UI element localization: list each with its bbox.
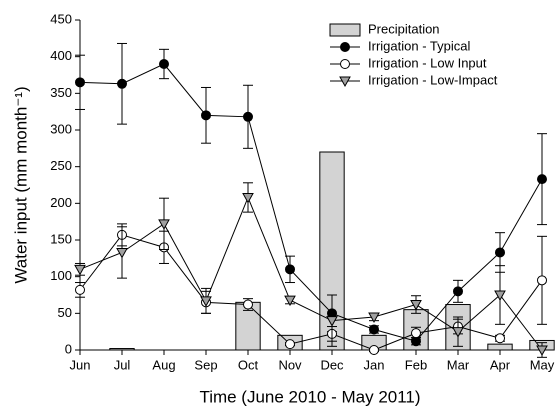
y-axis-title: Water input (mm month⁻¹) — [11, 86, 30, 283]
x-tick-label: Nov — [278, 357, 302, 372]
marker — [117, 78, 127, 89]
legend-label: Irrigation - Typical — [368, 38, 470, 53]
legend-label: Precipitation — [368, 21, 440, 36]
marker — [284, 295, 296, 307]
line — [79, 63, 543, 342]
x-tick-label: Jan — [364, 357, 385, 372]
legend-label: Irrigation - Low-Impact — [368, 72, 498, 87]
marker — [116, 247, 128, 259]
y-tick-label: 200 — [50, 195, 72, 210]
marker — [201, 110, 211, 121]
marker — [411, 328, 421, 339]
marker — [537, 275, 547, 286]
legend-marker — [340, 42, 350, 52]
marker — [326, 316, 338, 327]
marker — [242, 192, 254, 204]
x-tick-label: Oct — [238, 357, 259, 372]
x-tick-label: Jun — [70, 357, 91, 372]
marker — [200, 296, 212, 307]
marker — [243, 111, 253, 122]
marker — [369, 324, 379, 335]
marker — [453, 286, 463, 297]
y-tick-label: 350 — [50, 85, 72, 100]
marker — [74, 264, 86, 276]
marker — [75, 284, 85, 295]
legend-label: Irrigation - Low Input — [368, 55, 487, 70]
marker — [495, 333, 505, 344]
x-tick-label: Feb — [405, 357, 427, 372]
marker — [537, 174, 547, 185]
y-tick-label: 50 — [58, 305, 72, 320]
legend-marker — [340, 59, 350, 69]
marker — [452, 327, 464, 338]
y-tick-label: 300 — [50, 121, 72, 136]
marker — [410, 300, 422, 311]
marker — [243, 299, 253, 310]
marker — [75, 77, 85, 88]
marker — [158, 219, 170, 230]
x-axis-title: Time (June 2010 - May 2011) — [199, 387, 420, 406]
marker — [285, 339, 295, 350]
x-tick-label: Apr — [490, 357, 511, 372]
y-tick-label: 400 — [50, 48, 72, 63]
y-tick-label: 250 — [50, 158, 72, 173]
bar — [109, 348, 135, 351]
marker — [159, 59, 169, 69]
x-tick-label: Sep — [194, 357, 217, 372]
x-tick-label: Aug — [152, 357, 175, 372]
marker — [536, 345, 548, 357]
line — [79, 234, 543, 351]
x-tick-label: Mar — [447, 357, 470, 372]
marker — [285, 264, 295, 275]
bar — [487, 343, 513, 351]
y-tick-label: 0 — [65, 341, 72, 356]
marker — [494, 290, 506, 302]
marker — [495, 247, 505, 258]
y-tick-label: 100 — [50, 268, 72, 283]
line — [79, 196, 543, 351]
marker — [368, 312, 380, 324]
x-tick-label: Dec — [320, 357, 344, 372]
x-tick-label: Jul — [114, 357, 131, 372]
x-tick-label: May — [530, 357, 555, 372]
legend-marker — [339, 76, 351, 88]
y-tick-label: 450 — [50, 11, 72, 26]
legend-swatch — [329, 23, 361, 37]
marker — [369, 345, 379, 355]
y-tick-label: 150 — [50, 231, 72, 246]
